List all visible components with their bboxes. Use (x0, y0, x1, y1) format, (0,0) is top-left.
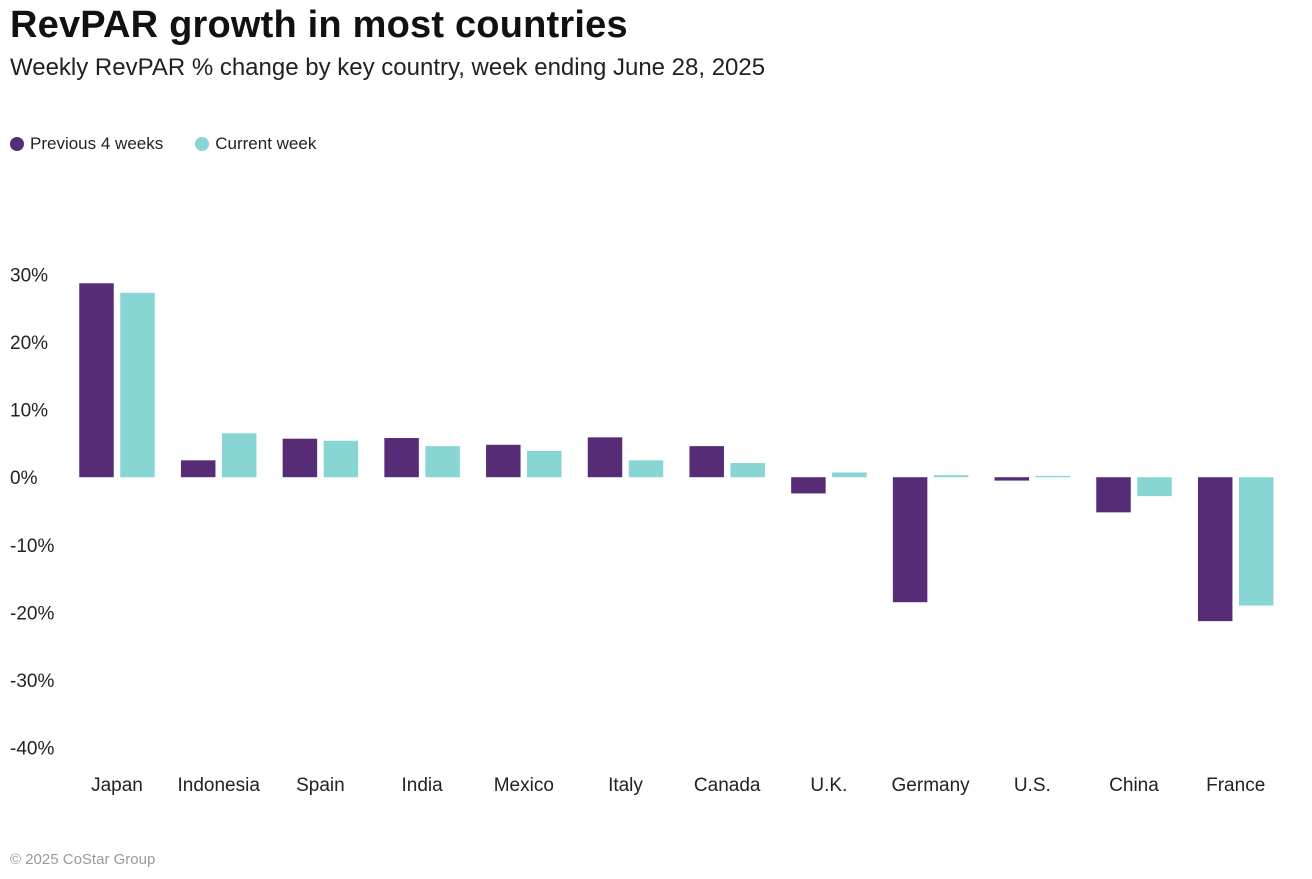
legend-swatch-previous (10, 137, 24, 151)
bar-current-week-canada (730, 463, 765, 478)
bar-current-week-india (425, 446, 460, 478)
y-tick-label: -40% (10, 739, 54, 760)
bar-current-week-indonesia (221, 433, 257, 478)
bar-current-week-germany (933, 475, 969, 478)
x-tick-label: U.S. (1014, 775, 1051, 796)
y-tick-label: -30% (10, 671, 54, 692)
x-tick-label: China (1109, 775, 1159, 796)
legend-swatch-current (195, 137, 210, 151)
x-tick-label: Canada (694, 775, 761, 796)
bar-previous-4-weeks-china (1096, 477, 1131, 513)
legend: Previous 4 weeks Current week (10, 134, 348, 154)
bar-current-week-italy (628, 460, 664, 478)
bar-previous-4-weeks-italy (587, 437, 623, 478)
y-tick-label: -10% (10, 536, 54, 557)
bar-current-week-china (1137, 477, 1172, 497)
x-tick-label: India (401, 775, 443, 796)
x-tick-label: Spain (296, 775, 345, 796)
chart-subtitle: Weekly RevPAR % change by key country, w… (10, 54, 766, 81)
bar-previous-4-weeks-france (1197, 477, 1233, 622)
legend-label-previous: Previous 4 weeks (30, 134, 164, 153)
bar-previous-4-weeks-us (994, 477, 1030, 481)
bar-previous-4-weeks-india (384, 438, 419, 478)
bar-previous-4-weeks-spain (282, 438, 318, 478)
x-tick-label: Japan (91, 775, 143, 796)
x-tick-label: Mexico (494, 775, 554, 796)
bar-previous-4-weeks-japan (79, 283, 114, 478)
x-tick-label: Germany (892, 775, 971, 796)
bar-current-week-us (1035, 475, 1071, 478)
chart-title: RevPAR growth in most countries (10, 4, 628, 46)
bar-current-week-uk (832, 472, 867, 478)
bar-current-week-france (1238, 477, 1274, 606)
bar-previous-4-weeks-mexico (486, 444, 521, 478)
legend-item-current: Current week (195, 134, 316, 154)
x-tick-label: Italy (608, 775, 643, 796)
bar-previous-4-weeks-indonesia (180, 460, 216, 478)
y-tick-label: 30% (10, 266, 48, 287)
x-tick-label: Indonesia (177, 775, 260, 796)
bar-current-week-japan (120, 292, 155, 478)
copyright-footer: © 2025 CoStar Group (10, 851, 156, 868)
y-tick-label: 0% (10, 468, 38, 489)
bar-current-week-mexico (527, 450, 562, 478)
bar-previous-4-weeks-uk (791, 477, 826, 494)
bar-current-week-spain (323, 440, 359, 478)
x-tick-label: U.K. (810, 775, 847, 796)
y-tick-label: 10% (10, 401, 48, 422)
bar-previous-4-weeks-germany (892, 477, 928, 603)
bar-previous-4-weeks-canada (689, 446, 724, 478)
legend-item-previous: Previous 4 weeks (10, 134, 163, 154)
legend-label-current: Current week (215, 134, 317, 153)
y-tick-label: 20% (10, 333, 48, 354)
x-tick-label: France (1206, 775, 1265, 796)
y-tick-label: -20% (10, 603, 54, 624)
